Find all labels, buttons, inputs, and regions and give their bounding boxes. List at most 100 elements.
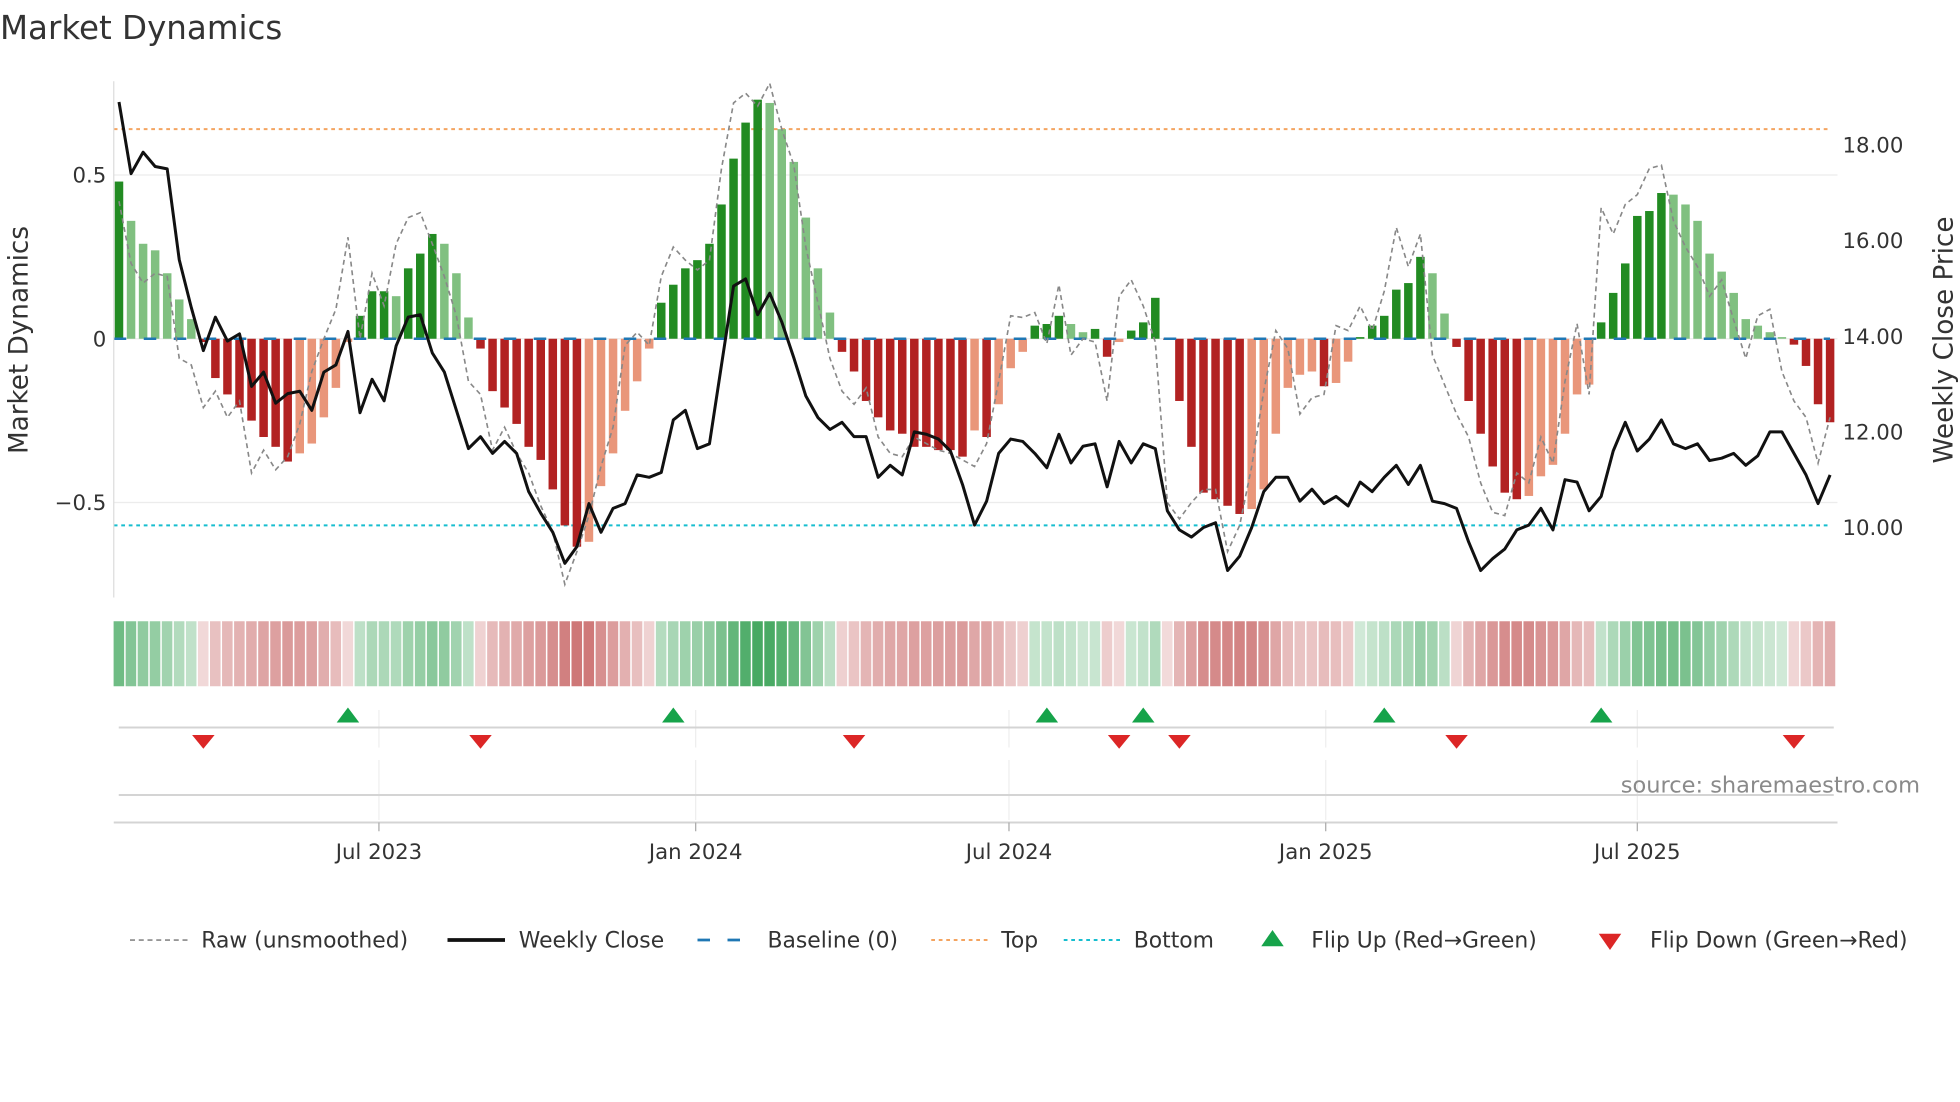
- momentum-bar: [1187, 338, 1196, 447]
- heatmap-cell: [1547, 621, 1559, 687]
- heatmap-cell: [1812, 621, 1824, 687]
- legend-flip_up-label: Flip Up (Red→Green): [1311, 929, 1536, 954]
- momentum-bar: [1331, 338, 1341, 383]
- heatmap-cell: [776, 621, 787, 687]
- heatmap-cell: [499, 621, 510, 687]
- heatmap-cell: [1390, 621, 1402, 687]
- momentum-bar: [777, 129, 786, 339]
- momentum-bar: [223, 338, 232, 395]
- heatmap-cell: [451, 621, 462, 687]
- heatmap-cell: [945, 621, 956, 687]
- heatmap-cell: [1427, 621, 1438, 687]
- momentum-bar: [1440, 313, 1449, 339]
- heatmap-cell: [1089, 621, 1101, 687]
- heatmap-cell: [294, 621, 305, 687]
- legend-baseline-label: Baseline (0): [768, 929, 899, 954]
- heatmap-cell: [1186, 621, 1197, 687]
- heatmap-cell: [559, 621, 570, 687]
- momentum-bar: [500, 338, 509, 408]
- y2-tick-label: 18.00: [1843, 134, 1904, 159]
- heatmap-cell: [1776, 621, 1788, 687]
- heatmap-cell: [366, 621, 378, 687]
- heatmap-cell: [848, 621, 860, 687]
- momentum-bar: [1765, 332, 1775, 339]
- heatmap-cell: [1065, 621, 1077, 687]
- momentum-bar: [440, 243, 449, 339]
- momentum-bar: [1584, 338, 1594, 385]
- heatmap-cell: [1137, 621, 1149, 687]
- heatmap-cell: [1499, 621, 1510, 687]
- raw-unsmoothed-line: [118, 81, 1831, 588]
- heatmap-cell: [896, 621, 908, 687]
- momentum-bar: [1283, 338, 1293, 388]
- legend: Raw (unsmoothed) Weekly Close Baseline (0)…: [130, 929, 1908, 954]
- momentum-bar: [753, 99, 762, 339]
- momentum-bar: [1380, 315, 1389, 339]
- flip-down-marker: [1168, 735, 1191, 749]
- momentum-bar: [1524, 338, 1534, 496]
- y-tick-label: 0: [93, 327, 107, 352]
- heatmap-cell: [1583, 621, 1595, 687]
- heatmap-cell: [800, 621, 811, 687]
- heatmap-cell: [704, 621, 715, 687]
- flip-up-marker: [1589, 707, 1613, 723]
- heatmap-cell: [475, 621, 486, 687]
- heatmap-cell: [824, 621, 836, 687]
- momentum-bar: [596, 338, 606, 487]
- weekly-close-line: [117, 101, 1832, 573]
- momentum-bar: [464, 317, 473, 339]
- heatmap-cell: [1198, 621, 1209, 687]
- heatmap-cell: [1234, 621, 1245, 687]
- heatmap-cell: [1402, 621, 1414, 687]
- momentum-bar: [1139, 322, 1148, 339]
- heatmap-cell: [740, 621, 751, 687]
- momentum-bar: [1717, 271, 1726, 339]
- y2-tick-label: 12.00: [1843, 420, 1904, 445]
- momentum-bar: [1042, 324, 1052, 339]
- heatmap-cell: [908, 621, 920, 687]
- momentum-bar: [1175, 338, 1184, 401]
- heatmap-cell: [1415, 621, 1426, 687]
- heatmap-cell: [1824, 621, 1836, 687]
- momentum-bar: [1645, 211, 1654, 339]
- heatmap-cell: [812, 621, 824, 687]
- heatmap-cell: [595, 621, 607, 687]
- heatmap-cell: [1174, 621, 1185, 687]
- flip-up-marker: [662, 707, 685, 723]
- heatmap-cell: [1029, 621, 1040, 687]
- heatmap-cell: [342, 621, 354, 687]
- momentum-bar: [1729, 292, 1738, 339]
- flip-up-marker: [1035, 707, 1059, 723]
- momentum-bar: [271, 338, 280, 447]
- momentum-bar: [1223, 338, 1232, 506]
- momentum-bar: [150, 250, 160, 339]
- momentum-bar: [620, 338, 630, 411]
- momentum-bar: [416, 253, 425, 339]
- momentum-bar: [138, 243, 148, 339]
- momentum-bar: [765, 102, 774, 339]
- momentum-bar: [1404, 283, 1413, 339]
- momentum-bar: [403, 268, 413, 339]
- y2-tick-label: 14.00: [1843, 325, 1904, 350]
- heatmap-cell: [1451, 621, 1462, 687]
- momentum-bar: [1813, 338, 1823, 405]
- heatmap-cell: [1342, 621, 1354, 687]
- heatmap-cell: [933, 621, 944, 687]
- heatmap-cell: [1366, 621, 1378, 687]
- y2-tick-label: 10.00: [1843, 516, 1904, 541]
- momentum-bar: [741, 122, 750, 339]
- momentum-bar: [1464, 338, 1473, 401]
- momentum-bar: [1512, 338, 1522, 500]
- heatmap-cell: [1113, 621, 1125, 687]
- heatmap-cell: [547, 621, 558, 687]
- momentum-bar: [813, 268, 823, 339]
- momentum-bar: [1825, 338, 1835, 423]
- momentum-bar: [199, 338, 208, 343]
- momentum-bar: [958, 338, 967, 457]
- momentum-bar: [1090, 328, 1100, 339]
- heatmap-cell: [619, 621, 631, 687]
- momentum-bar: [1235, 338, 1244, 514]
- momentum-bar: [175, 299, 184, 339]
- momentum-bar: [1151, 297, 1160, 339]
- heatmap-cell: [836, 621, 848, 687]
